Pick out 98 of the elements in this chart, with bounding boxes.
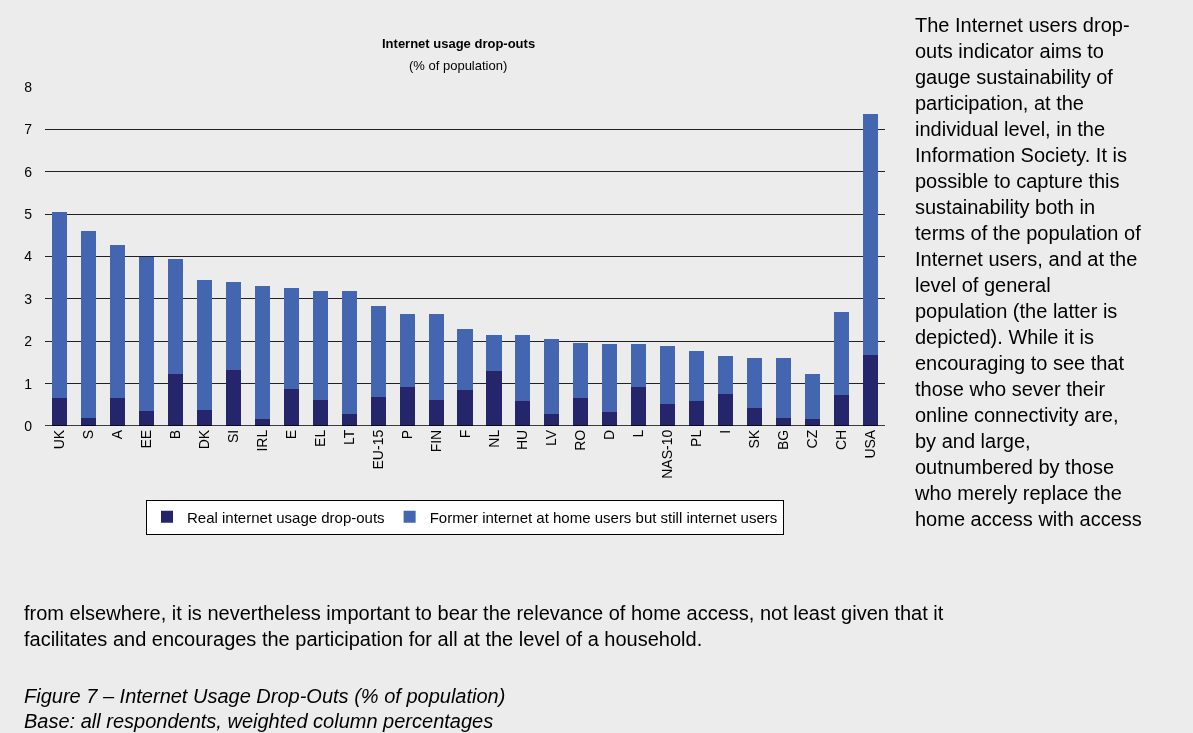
bar bbox=[862, 354, 879, 426]
x-tick-label: A bbox=[108, 429, 125, 440]
x-tick-label: IRL bbox=[253, 429, 270, 452]
bar bbox=[109, 245, 125, 398]
x-tick-label: NAS-10 bbox=[659, 429, 676, 479]
bar bbox=[283, 288, 299, 389]
bar bbox=[225, 370, 241, 426]
y-tick-label: 1 bbox=[24, 375, 33, 392]
bar bbox=[428, 313, 444, 400]
x-tick-label: S bbox=[80, 429, 96, 440]
bar bbox=[747, 407, 763, 426]
x-tick-label: CZ bbox=[804, 429, 821, 449]
x-tick-label: USA bbox=[862, 429, 879, 459]
x-tick-label: D bbox=[601, 429, 618, 440]
x-tick-label: SI bbox=[224, 429, 241, 444]
bar bbox=[515, 400, 531, 426]
x-tick-label: EL bbox=[311, 429, 328, 447]
bar bbox=[109, 397, 125, 426]
text: The Internet users drop- outs indicator aims to gauge sustainability of participation, at the individual level, in the Information Society. It is possible to capture this sustainability both in terms of the population of Internet users, and at the level of general population (the latter is depicted). While it is encouraging to see that those who sever their online connectivity are, by and large, outnumbered by those who merely replace the home access with access bbox=[915, 14, 1142, 530]
bar bbox=[834, 395, 850, 426]
bar bbox=[312, 291, 328, 400]
bar bbox=[689, 351, 705, 401]
x-tick-label: CH bbox=[833, 429, 850, 451]
bar bbox=[573, 397, 589, 426]
y-tick-label: 6 bbox=[24, 163, 33, 180]
text: Base: all respondents, weighted column percentages bbox=[24, 710, 494, 732]
bar bbox=[196, 280, 212, 410]
bar bbox=[573, 342, 589, 398]
bar bbox=[486, 370, 502, 426]
bar bbox=[631, 386, 647, 426]
text: from elsewhere, it is nevertheless important to bear the relevance of home access, not least given that it facilitates and encourages the participation for all at the level of a household. bbox=[24, 602, 944, 650]
x-tick-label: UK bbox=[51, 429, 68, 450]
bar bbox=[51, 212, 68, 398]
bar bbox=[457, 389, 473, 426]
bar bbox=[660, 345, 676, 404]
y-tick-label: 8 bbox=[24, 78, 33, 95]
bar bbox=[718, 355, 734, 394]
x-tick-label: HU bbox=[514, 429, 531, 451]
caption: Figure 7 – Internet Usage Drop-Outs (% of population) bbox=[24, 685, 506, 707]
chart-title: Internet usage drop-outs bbox=[382, 36, 536, 51]
bar bbox=[486, 334, 502, 371]
x-tick-label: RO bbox=[572, 429, 589, 451]
x-tick-label: F bbox=[456, 429, 473, 439]
x-tick-label: LV bbox=[543, 429, 560, 446]
y-tick-label: 0 bbox=[24, 417, 33, 434]
bar bbox=[631, 343, 647, 387]
bar bbox=[138, 410, 154, 426]
chart-subtitle: (% of population) bbox=[409, 58, 508, 73]
bar bbox=[544, 338, 560, 414]
x-tick-label: EU-15 bbox=[369, 429, 386, 470]
bar bbox=[341, 291, 357, 414]
bar bbox=[399, 313, 415, 387]
bar bbox=[805, 373, 821, 419]
x-tick-label: LT bbox=[340, 429, 357, 446]
x-tick-label: DK bbox=[195, 429, 212, 450]
bar bbox=[254, 286, 270, 419]
y-tick-label: 7 bbox=[24, 121, 33, 138]
x-tick-label: L bbox=[630, 429, 647, 438]
bar bbox=[747, 357, 763, 408]
y-tick-label: 4 bbox=[24, 248, 33, 265]
bar bbox=[370, 396, 386, 426]
bar bbox=[370, 305, 386, 397]
bar bbox=[862, 113, 879, 355]
bar bbox=[515, 334, 531, 401]
bar bbox=[225, 282, 241, 371]
bar bbox=[689, 400, 705, 426]
bar bbox=[776, 357, 792, 418]
x-tick-label: NL bbox=[485, 429, 502, 448]
legend-label: Former internet at home users but still internet users bbox=[429, 508, 778, 526]
x-tick-label: BG bbox=[775, 429, 792, 451]
bar bbox=[167, 259, 183, 374]
x-tick-label: P bbox=[398, 429, 415, 440]
bar bbox=[312, 399, 328, 426]
x-tick-label: B bbox=[166, 429, 183, 440]
y-tick-label: 5 bbox=[24, 206, 33, 223]
y-tick-label: 3 bbox=[24, 290, 33, 307]
x-tick-label: E bbox=[282, 429, 299, 440]
bar bbox=[51, 397, 68, 426]
bar bbox=[138, 256, 154, 411]
y-tick-label: 2 bbox=[24, 333, 33, 350]
bar bbox=[428, 399, 444, 426]
x-tick-label: SK bbox=[746, 429, 763, 449]
bar bbox=[718, 393, 734, 426]
bar bbox=[834, 312, 850, 396]
bar bbox=[167, 373, 183, 426]
x-tick-label: EE bbox=[137, 429, 154, 449]
bar bbox=[399, 386, 415, 426]
bar bbox=[80, 231, 96, 418]
bar bbox=[602, 411, 618, 426]
legend-label: Real internet usage drop-outs bbox=[187, 508, 385, 526]
bar bbox=[283, 388, 299, 426]
x-tick-label: FIN bbox=[427, 429, 444, 453]
bar bbox=[457, 328, 473, 390]
bar bbox=[660, 403, 676, 426]
x-tick-label: PL bbox=[688, 429, 705, 447]
bar bbox=[196, 409, 212, 426]
x-tick-label: I bbox=[717, 429, 734, 434]
bar bbox=[602, 343, 618, 412]
